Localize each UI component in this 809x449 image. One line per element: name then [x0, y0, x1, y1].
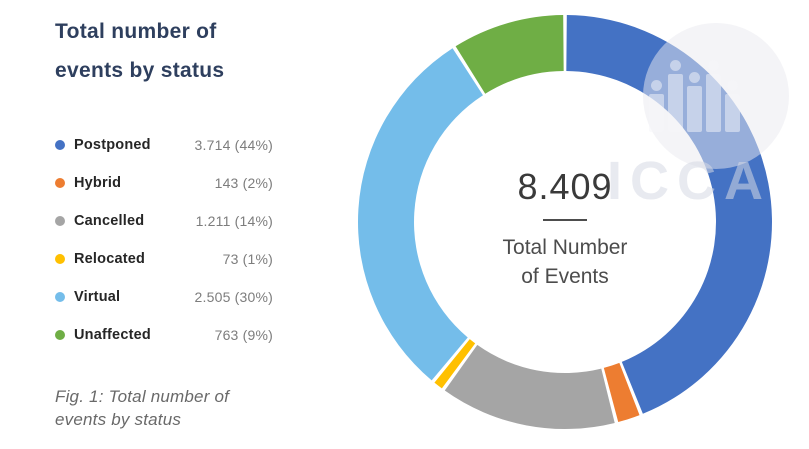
legend-item: Unaffected 763 (9%) — [55, 316, 273, 354]
center-divider-line — [543, 219, 587, 221]
legend-value: 763 (9%) — [214, 327, 273, 343]
figure-caption: Fig. 1: Total number of events by status — [55, 385, 229, 431]
legend-value: 143 (2%) — [214, 175, 273, 191]
legend-value: 73 (1%) — [222, 251, 273, 267]
total-events-label-line2: of Events — [521, 265, 609, 288]
legend-item: Cancelled 1.211 (14%) — [55, 202, 273, 240]
legend-item: Hybrid 143 (2%) — [55, 164, 273, 202]
legend-value: 2.505 (30%) — [194, 289, 273, 305]
caption-line2: events by status — [55, 410, 182, 429]
legend-label: Hybrid — [74, 175, 122, 191]
caption-line1: Fig. 1: Total number of — [55, 387, 230, 406]
donut-segment-unaffected — [455, 15, 564, 94]
legend-item: Virtual 2.505 (30%) — [55, 278, 273, 316]
legend-dot-hybrid — [55, 178, 65, 188]
legend-value: 3.714 (44%) — [194, 137, 273, 153]
legend-item: Postponed 3.714 (44%) — [55, 126, 273, 164]
legend-dot-cancelled — [55, 216, 65, 226]
legend-label: Postponed — [74, 137, 151, 153]
legend-label: Relocated — [74, 251, 146, 267]
legend-item: Relocated 73 (1%) — [55, 240, 273, 278]
donut-center-label: 8.409 Total Number of Events — [415, 166, 715, 291]
title-line1: Total number of — [55, 20, 217, 43]
donut-segment-hybrid — [603, 362, 640, 423]
legend-label: Unaffected — [74, 327, 151, 343]
donut-segment-virtual — [358, 48, 483, 381]
page-title: Total number of events by status — [55, 12, 224, 90]
legend-value: 1.211 (14%) — [195, 213, 273, 229]
donut-segment-relocated — [434, 339, 476, 389]
total-events-value: 8.409 — [517, 166, 613, 207]
legend-dot-unaffected — [55, 330, 65, 340]
legend-dot-virtual — [55, 292, 65, 302]
legend: Postponed 3.714 (44%) Hybrid 143 (2%) Cancel… — [55, 126, 273, 354]
legend-label: Cancelled — [74, 213, 145, 229]
title-line2: events by status — [55, 59, 225, 82]
legend-label: Virtual — [74, 289, 121, 305]
legend-dot-relocated — [55, 254, 65, 264]
donut-segment-cancelled — [444, 344, 615, 430]
legend-dot-postponed — [55, 140, 65, 150]
total-events-label-line1: Total Number — [502, 236, 628, 259]
